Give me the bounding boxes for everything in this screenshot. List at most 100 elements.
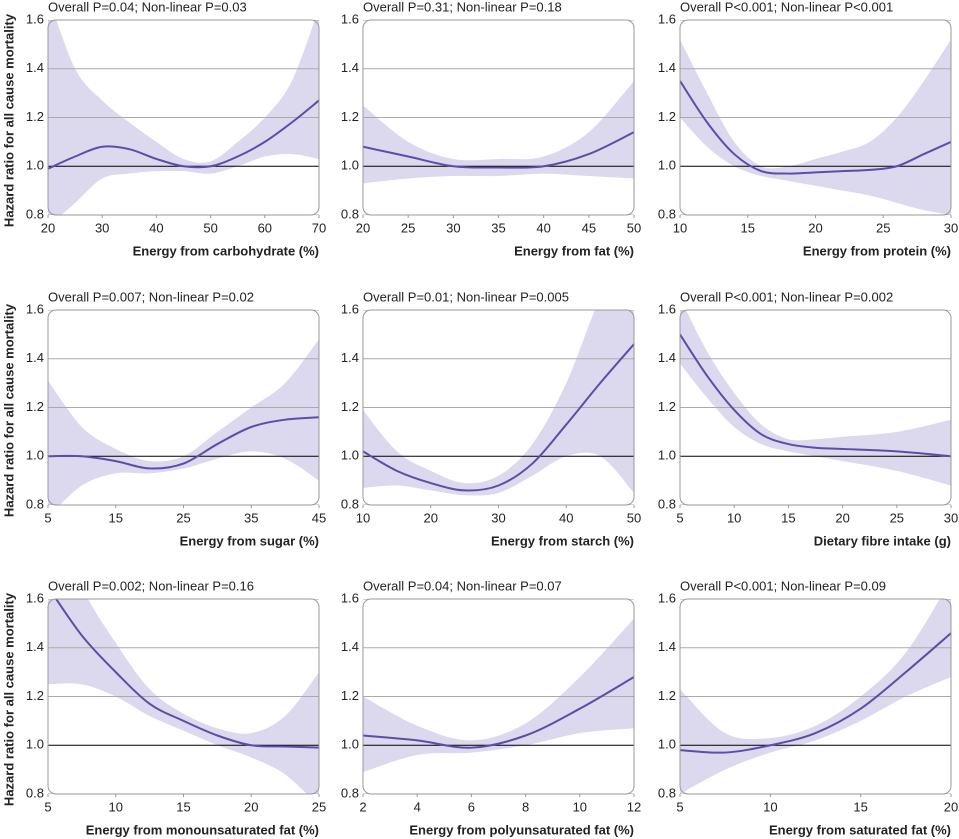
y-tick-label: 0.8 bbox=[26, 496, 44, 511]
y-tick-label: 1.6 bbox=[26, 590, 44, 605]
hazard-line bbox=[680, 632, 951, 754]
y-tick-label: 1.0 bbox=[341, 448, 359, 463]
x-tick-label: 40 bbox=[149, 220, 163, 235]
hazard-line bbox=[54, 599, 319, 749]
y-tick-label: 1.0 bbox=[658, 737, 676, 752]
x-tick-label: 5 bbox=[676, 799, 683, 814]
panel: 0.8 1.0 1.2 1.4 1.6 2 4 6 8 10 12 Overall P=0.04; N… bbox=[341, 578, 641, 837]
y-tick-label: 1.6 bbox=[658, 301, 676, 316]
confidence-band bbox=[680, 310, 951, 486]
x-tick-label: 10 bbox=[109, 799, 123, 814]
y-tick-label: 1.0 bbox=[658, 448, 676, 463]
plot-area bbox=[48, 599, 319, 794]
x-axis-label: Energy from monounsaturated fat (%) bbox=[86, 822, 319, 837]
x-tick-label: 5 bbox=[676, 510, 683, 525]
plot-area bbox=[363, 599, 634, 794]
x-tick-label: 30 bbox=[446, 220, 460, 235]
y-tick-label: 1.2 bbox=[658, 109, 676, 124]
x-tick-label: 40 bbox=[559, 510, 573, 525]
x-tick-label: 50 bbox=[627, 220, 641, 235]
y-tick-label: 1.6 bbox=[658, 11, 676, 26]
x-tick-label: 20 bbox=[424, 510, 438, 525]
panel: 0.8 1.0 1.2 1.4 1.6 20 25 30 35 40 45 50 Overall P=0… bbox=[341, 0, 641, 258]
panel-subtitle: Overall P=0.31; Non-linear P=0.18 bbox=[363, 0, 562, 14]
confidence-band bbox=[48, 339, 319, 505]
x-axis-label: Energy from protein (%) bbox=[803, 243, 951, 258]
y-tick-label: 1.2 bbox=[658, 399, 676, 414]
x-tick-label: 2 bbox=[359, 799, 366, 814]
panel: 0.8 1.0 1.2 1.4 1.6 5 10 15 20 25 Overall P=0.002;… bbox=[1, 578, 326, 837]
plot-frame bbox=[362, 598, 635, 795]
x-axis-label: Energy from saturated fat (%) bbox=[769, 822, 951, 837]
panel: 0.8 1.0 1.2 1.4 1.6 20 30 40 50 60 70 Overall P=0.0… bbox=[1, 0, 326, 258]
x-tick-label: 30 bbox=[491, 510, 505, 525]
x-tick-label: 12 bbox=[627, 799, 641, 814]
x-tick-label: 8 bbox=[522, 799, 529, 814]
x-tick-label: 50 bbox=[203, 220, 217, 235]
y-tick-label: 1.4 bbox=[26, 350, 44, 365]
plot-frame bbox=[679, 598, 952, 795]
y-tick-label: 0.8 bbox=[658, 496, 676, 511]
hazard-line bbox=[363, 131, 634, 169]
plot-area bbox=[48, 310, 319, 505]
hazard-line bbox=[363, 343, 634, 492]
x-axis-label: Dietary fibre intake (g) bbox=[814, 533, 951, 548]
panel-subtitle: Overall P<0.001; Non-linear P<0.001 bbox=[680, 0, 893, 14]
panel-subtitle: Overall P=0.04; Non-linear P=0.07 bbox=[363, 578, 562, 593]
x-axis-label: Energy from carbohydrate (%) bbox=[133, 243, 319, 258]
y-tick-label: 1.2 bbox=[26, 399, 44, 414]
y-tick-label: 1.0 bbox=[26, 737, 44, 752]
y-tick-label: 1.6 bbox=[341, 590, 359, 605]
y-axis-label: Hazard ratio for all cause mortality bbox=[1, 592, 16, 806]
y-tick-label: 1.0 bbox=[341, 158, 359, 173]
y-tick-label: 1.4 bbox=[26, 639, 44, 654]
panel: 0.8 1.0 1.2 1.4 1.6 5 10 15 20 Overall P<0.001; N… bbox=[658, 578, 958, 837]
x-tick-label: 25 bbox=[890, 510, 904, 525]
y-tick-label: 0.8 bbox=[26, 206, 44, 221]
confidence-band bbox=[363, 310, 634, 496]
y-tick-label: 1.2 bbox=[26, 688, 44, 703]
x-tick-label: 15 bbox=[781, 510, 795, 525]
x-tick-label: 25 bbox=[876, 220, 890, 235]
confidence-band bbox=[363, 80, 634, 184]
confidence-band bbox=[363, 618, 634, 773]
y-tick-label: 1.0 bbox=[26, 158, 44, 173]
panel-subtitle: Overall P<0.001; Non-linear P=0.09 bbox=[680, 578, 886, 593]
x-tick-label: 10 bbox=[573, 799, 587, 814]
y-tick-label: 0.8 bbox=[658, 206, 676, 221]
y-tick-label: 1.4 bbox=[26, 60, 44, 75]
hazard-line bbox=[680, 333, 951, 458]
x-tick-label: 35 bbox=[244, 510, 258, 525]
hazard-line bbox=[363, 676, 634, 749]
x-axis-label: Energy from starch (%) bbox=[491, 533, 634, 548]
y-tick-label: 1.2 bbox=[341, 688, 359, 703]
x-tick-label: 70 bbox=[312, 220, 326, 235]
y-tick-label: 1.4 bbox=[341, 350, 359, 365]
x-tick-label: 20 bbox=[41, 220, 55, 235]
x-tick-label: 4 bbox=[414, 799, 421, 814]
x-tick-label: 45 bbox=[582, 220, 596, 235]
y-tick-label: 0.8 bbox=[341, 785, 359, 800]
plot-area bbox=[363, 310, 634, 505]
x-tick-label: 15 bbox=[176, 799, 190, 814]
x-tick-label: 25 bbox=[312, 799, 326, 814]
y-tick-label: 1.2 bbox=[26, 109, 44, 124]
x-axis-label: Energy from polyunsaturated fat (%) bbox=[409, 822, 634, 837]
y-tick-label: 1.4 bbox=[658, 639, 676, 654]
x-tick-label: 35 bbox=[491, 220, 505, 235]
x-tick-label: 15 bbox=[109, 510, 123, 525]
confidence-band bbox=[680, 39, 951, 215]
panel-subtitle: Overall P=0.002; Non-linear P=0.16 bbox=[48, 578, 254, 593]
y-tick-label: 1.6 bbox=[658, 590, 676, 605]
x-tick-label: 50 bbox=[627, 510, 641, 525]
x-tick-label: 25 bbox=[176, 510, 190, 525]
plot-area bbox=[680, 20, 951, 215]
panel-subtitle: Overall P<0.001; Non-linear P=0.002 bbox=[680, 289, 893, 304]
y-tick-label: 1.4 bbox=[341, 639, 359, 654]
y-tick-label: 0.8 bbox=[26, 785, 44, 800]
y-tick-label: 0.8 bbox=[658, 785, 676, 800]
panel: 0.8 1.0 1.2 1.4 1.6 5 10 15 20 25 30 Overall P<0.00… bbox=[658, 289, 958, 548]
panel-subtitle: Overall P=0.007; Non-linear P=0.02 bbox=[48, 289, 254, 304]
plot-frame bbox=[47, 19, 320, 216]
